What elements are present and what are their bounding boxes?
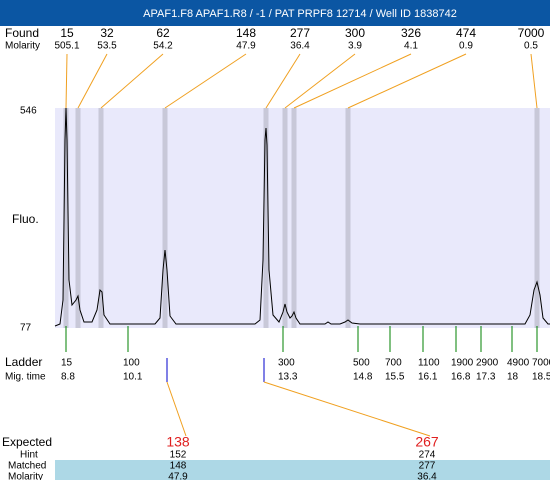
connector	[65, 53, 68, 109]
connector	[77, 53, 108, 109]
matched-value: 277	[419, 461, 436, 472]
ladder-size: 700	[385, 358, 402, 369]
molarity-label: Molarity	[5, 41, 40, 52]
found-value: 7000	[518, 26, 545, 40]
found-value: 326	[401, 26, 421, 40]
hint-label: Hint	[20, 450, 38, 461]
peak-band	[291, 108, 297, 328]
expected-value: 138	[166, 434, 190, 450]
peak-band	[75, 108, 81, 328]
title: APAF1.F8 APAF1.R8 / -1 / PAT PRPF8 12714…	[143, 8, 457, 20]
ladder-label: Ladder	[5, 355, 42, 369]
molarity-value: 53.5	[97, 41, 117, 52]
connector	[347, 53, 467, 109]
ladder-size: 4900	[507, 358, 530, 369]
molarity-result: 36.4	[417, 472, 437, 480]
mig-time: 18	[507, 372, 519, 383]
found-value: 15	[60, 26, 74, 40]
peak-band	[282, 108, 288, 328]
header-bar	[0, 0, 550, 26]
found-label: Found	[5, 26, 39, 40]
ladder-size: 1100	[418, 358, 440, 369]
connector	[263, 381, 431, 437]
ladder-size: 300	[278, 358, 295, 369]
ladder-size: 2900	[476, 358, 499, 369]
found-value: 62	[156, 26, 170, 40]
ladder-size: 1900	[451, 358, 474, 369]
peak-band	[98, 108, 104, 328]
mig-time: 18.5	[532, 372, 550, 383]
molarity-result-label: Molarity	[8, 472, 43, 480]
peak-band	[162, 108, 168, 328]
hint-value: 152	[170, 450, 187, 461]
molarity-value: 505.1	[54, 41, 79, 52]
found-value: 277	[290, 26, 310, 40]
connector	[100, 53, 164, 109]
ladder-size: 100	[123, 358, 140, 369]
peak-band	[345, 108, 351, 328]
y-max: 546	[20, 106, 37, 117]
ladder-size: 15	[61, 358, 73, 369]
mig-time: 17.3	[476, 372, 496, 383]
connector	[265, 53, 301, 109]
mig-time: 16.8	[451, 372, 471, 383]
mig-time: 14.8	[353, 372, 373, 383]
molarity-value: 0.9	[459, 41, 473, 52]
molarity-value: 3.9	[348, 41, 362, 52]
connector	[164, 53, 247, 109]
y-label: Fluo.	[12, 212, 39, 226]
expected-value: 267	[415, 434, 439, 450]
matched-band	[55, 460, 550, 480]
found-value: 32	[100, 26, 114, 40]
mig-time: 15.5	[385, 372, 405, 383]
molarity-value: 47.9	[236, 41, 256, 52]
connector	[284, 53, 356, 109]
plot-area	[55, 108, 550, 328]
connector	[530, 53, 538, 109]
molarity-value: 36.4	[290, 41, 310, 52]
connector	[293, 53, 412, 109]
peak-band	[263, 108, 269, 328]
molarity-value: 4.1	[404, 41, 418, 52]
matched-value: 148	[170, 461, 187, 472]
y-min: 77	[20, 323, 32, 334]
matched-label: Matched	[8, 461, 46, 472]
found-value: 300	[345, 26, 365, 40]
ladder-size: 7000	[532, 358, 550, 369]
mig-time-label: Mig. time	[5, 372, 46, 383]
peak-band	[63, 108, 69, 328]
found-value: 148	[236, 26, 256, 40]
mig-time: 10.1	[123, 372, 143, 383]
mig-time: 8.8	[61, 372, 75, 383]
mig-time: 13.3	[278, 372, 298, 383]
found-value: 474	[456, 26, 476, 40]
connector	[166, 381, 187, 437]
expected-label: Expected	[2, 435, 52, 449]
molarity-value: 0.5	[524, 41, 538, 52]
peak-band	[534, 108, 540, 328]
molarity-value: 54.2	[153, 41, 173, 52]
ladder-size: 500	[353, 358, 370, 369]
molarity-result: 47.9	[168, 472, 188, 480]
mig-time: 16.1	[418, 372, 438, 383]
trace	[54, 107, 550, 327]
hint-value: 274	[419, 450, 436, 461]
